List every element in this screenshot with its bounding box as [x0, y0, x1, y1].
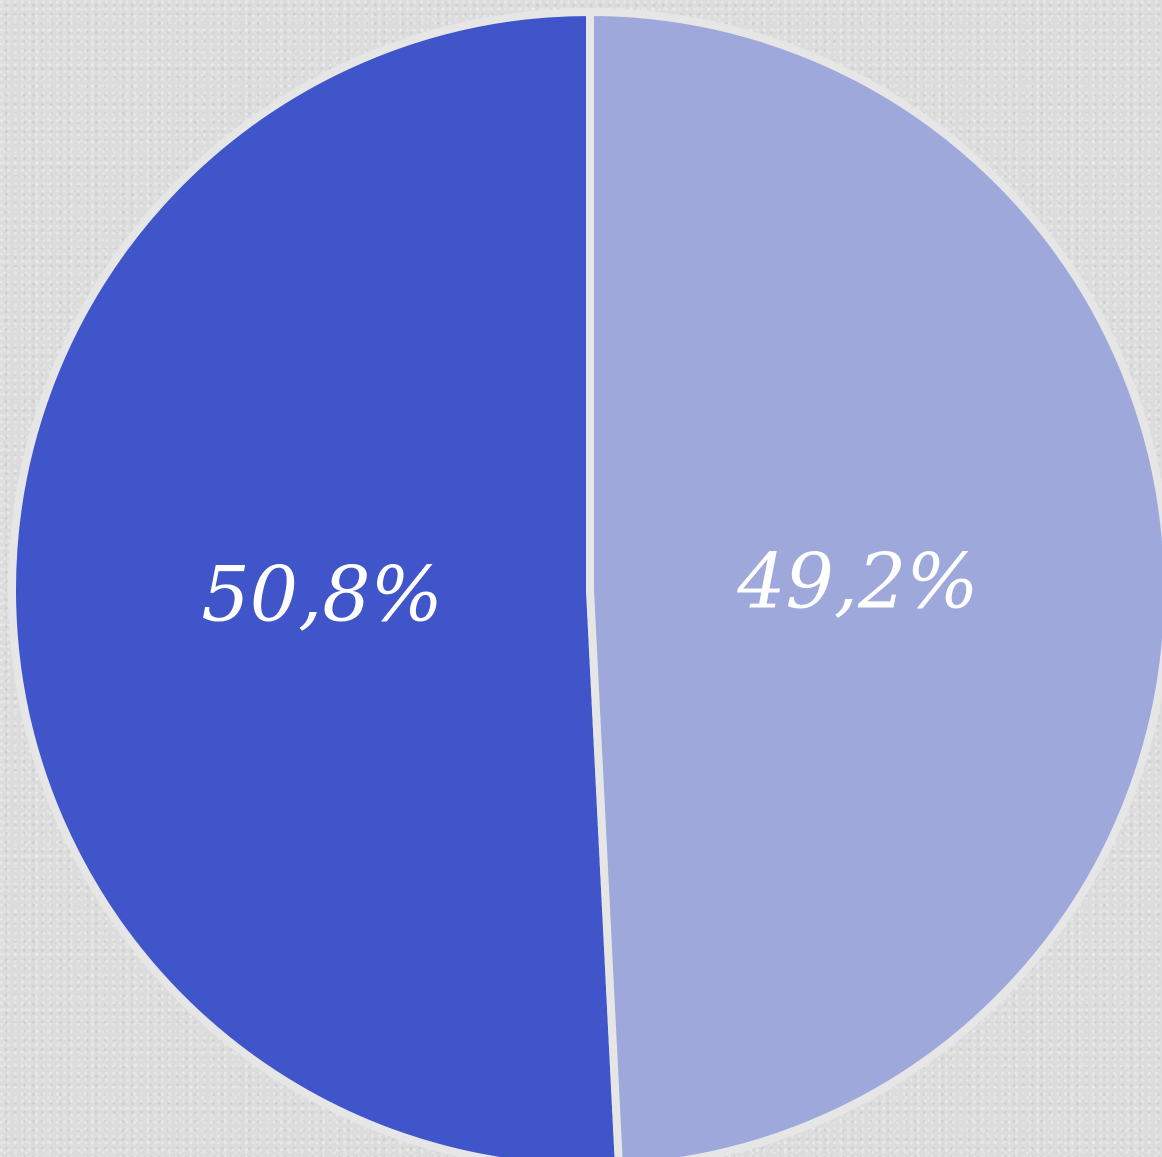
pie-labels: 50,8% 49,2%: [201, 536, 978, 638]
pie-slices: [8, 8, 1162, 1157]
pie-slice-label-2: 49,2%: [736, 536, 978, 625]
pie-slice-label-1: 50,8%: [201, 550, 442, 639]
pie-slice-2: [586, 8, 1162, 1157]
pie-slice-1: [8, 8, 623, 1157]
